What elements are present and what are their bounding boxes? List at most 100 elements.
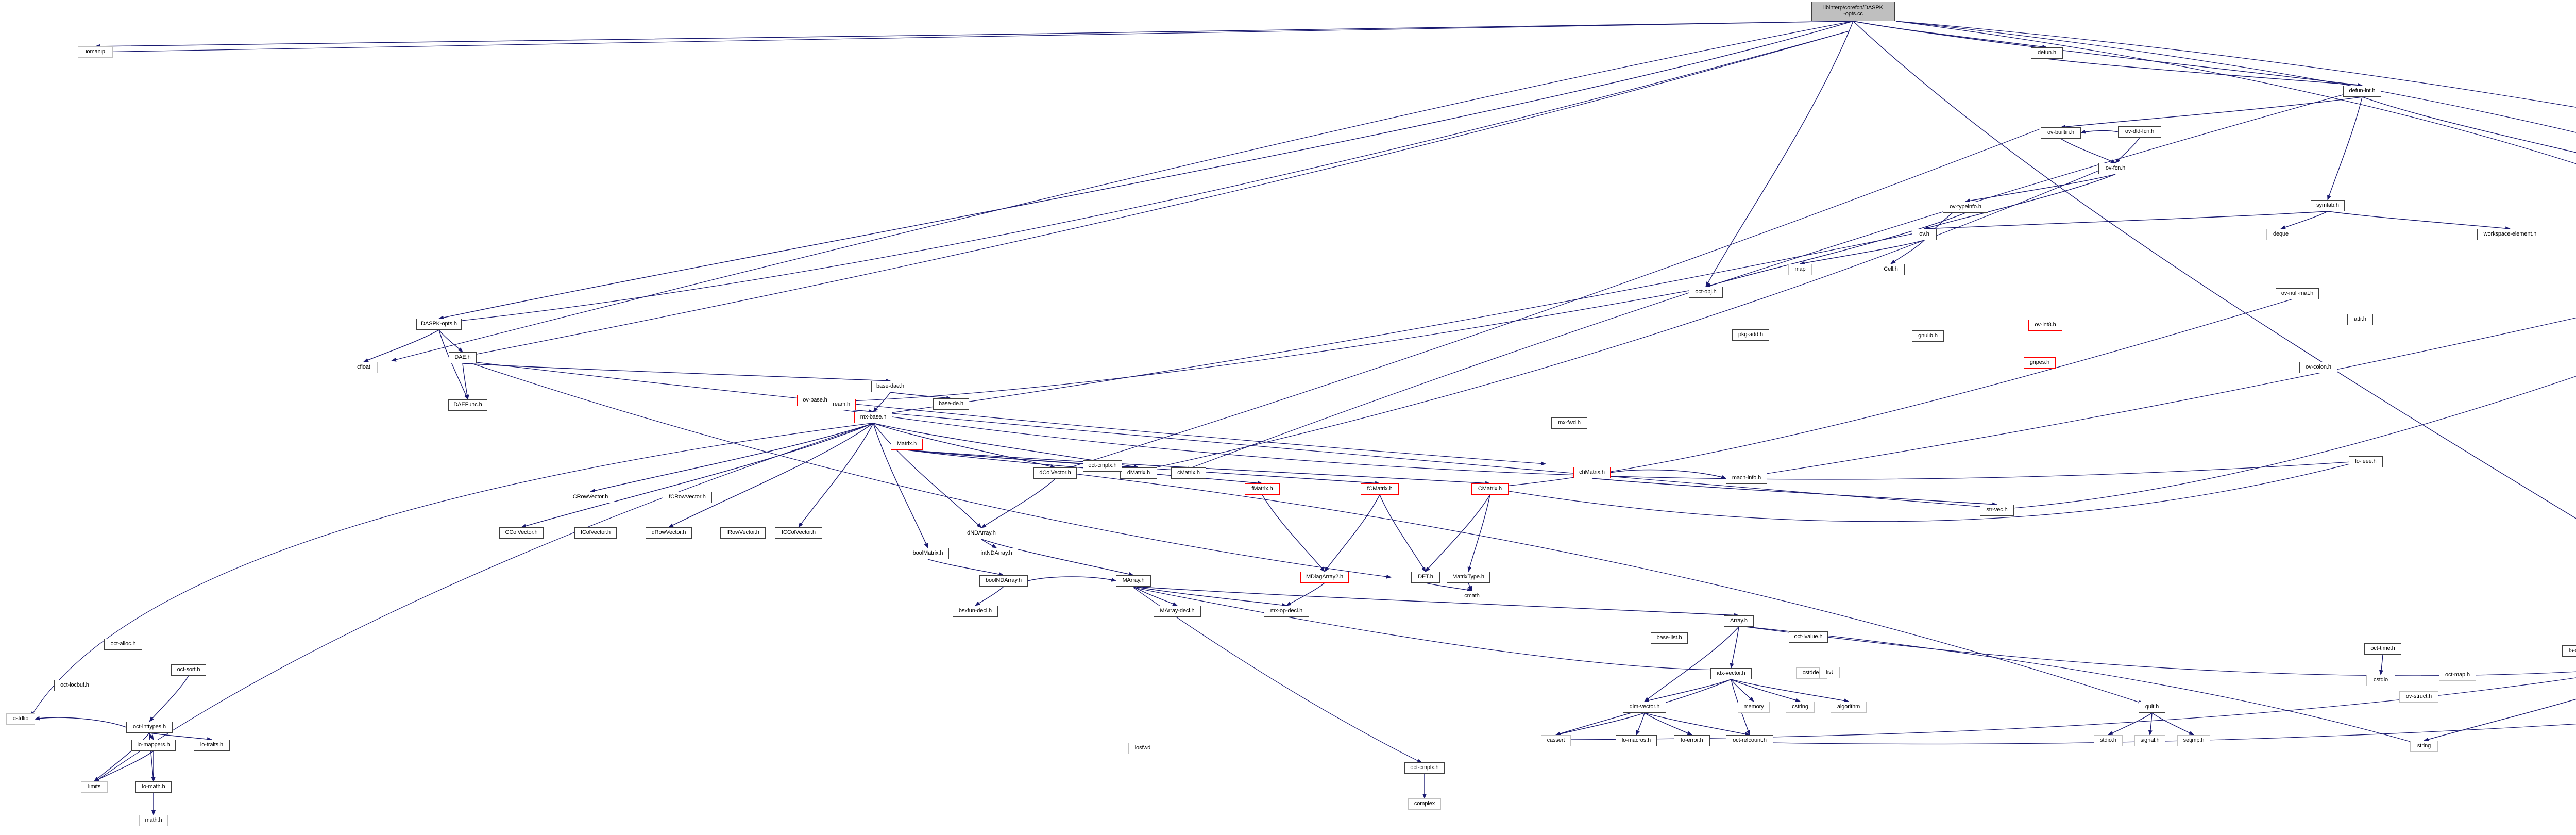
graph-node-DAEFunc[interactable]: DAEFunc.h bbox=[448, 399, 487, 411]
graph-node-ov_typeinfo[interactable]: ov-typeinfo.h bbox=[1943, 202, 1988, 213]
graph-node-memory[interactable]: memory bbox=[1738, 702, 1770, 713]
graph-node-string_std[interactable]: string bbox=[2410, 741, 2438, 752]
graph-node-cstdlib[interactable]: cstdlib bbox=[6, 713, 35, 725]
graph-node-fCColVector[interactable]: fCColVector.h bbox=[775, 527, 822, 539]
graph-node-boolMatrix[interactable]: boolMatrix.h bbox=[907, 548, 949, 559]
graph-node-attr[interactable]: attr.h bbox=[2347, 314, 2373, 325]
graph-node-cMatrix_lbl[interactable]: cMatrix.h bbox=[1171, 467, 1206, 479]
graph-node-oct_time[interactable]: oct-time.h bbox=[2364, 643, 2401, 655]
graph-node-fColVector[interactable]: fColVector.h bbox=[574, 527, 617, 539]
graph-node-fRowVector[interactable]: fRowVector.h bbox=[720, 527, 766, 539]
graph-node-oct_sort[interactable]: oct-sort.h bbox=[171, 664, 206, 676]
graph-node-fMatrix[interactable]: fMatrix.h bbox=[1245, 483, 1280, 495]
graph-node-bsxfun_decl[interactable]: bsxfun-decl.h bbox=[953, 606, 998, 617]
graph-node-cstring[interactable]: cstring bbox=[1786, 702, 1815, 713]
graph-node-cstdio2[interactable]: cstdio bbox=[2366, 675, 2395, 686]
graph-node-chMatrix[interactable]: chMatrix.h bbox=[1573, 467, 1611, 478]
graph-node-fCRowVector[interactable]: fCRowVector.h bbox=[663, 492, 712, 503]
graph-node-MArray[interactable]: MArray.h bbox=[1116, 575, 1151, 587]
graph-node-stdio_h[interactable]: stdio.h bbox=[2094, 735, 2123, 746]
graph-node-CColVector[interactable]: CColVector.h bbox=[499, 527, 544, 539]
graph-node-oct_lvalue[interactable]: oct-lvalue.h bbox=[1789, 631, 1828, 643]
graph-node-ov_base[interactable]: ov-base.h bbox=[797, 395, 833, 406]
graph-node-map[interactable]: map bbox=[1788, 264, 1812, 275]
graph-node-Array_h[interactable]: Array.h bbox=[1724, 615, 1754, 627]
graph-node-oct_locbuf[interactable]: oct-locbuf.h bbox=[54, 680, 95, 691]
graph-node-gripes[interactable]: gripes.h bbox=[2024, 357, 2056, 369]
graph-node-lo_mappers[interactable]: lo-mappers.h bbox=[131, 740, 176, 751]
graph-node-cmath[interactable]: cmath bbox=[1458, 591, 1486, 602]
graph-node-ov_fcn[interactable]: ov-fcn.h bbox=[2098, 163, 2132, 174]
graph-node-dColVector[interactable]: dColVector.h bbox=[1033, 467, 1077, 479]
graph-node-ov_int8[interactable]: ov-int8.h bbox=[2028, 320, 2062, 331]
graph-node-ov_builtin[interactable]: ov-builtin.h bbox=[2041, 127, 2081, 139]
graph-node-oct_alloc[interactable]: oct-alloc.h bbox=[104, 639, 142, 650]
graph-node-mx_base[interactable]: mx-base.h bbox=[854, 412, 892, 423]
graph-edge-arc bbox=[1895, 21, 2576, 164]
graph-node-signal_h[interactable]: signal.h bbox=[2134, 735, 2165, 746]
graph-node-Cell[interactable]: Cell.h bbox=[1877, 264, 1905, 275]
graph-node-cassert[interactable]: cassert bbox=[1541, 735, 1571, 746]
graph-node-ov_null_mat[interactable]: ov-null-mat.h bbox=[2276, 288, 2319, 299]
graph-node-base_de[interactable]: base-de.h bbox=[933, 398, 969, 410]
graph-node-dNDArray[interactable]: dNDArray.h bbox=[961, 528, 1002, 539]
graph-node-DASPK_opts_h[interactable]: DASPK-opts.h bbox=[416, 319, 462, 330]
graph-node-MArray_decl[interactable]: MArray-decl.h bbox=[1154, 606, 1201, 617]
graph-node-lo_traits[interactable]: lo-traits.h bbox=[194, 740, 230, 751]
graph-node-iosfwd[interactable]: iosfwd bbox=[1128, 743, 1157, 754]
graph-node-complex[interactable]: complex bbox=[1408, 798, 1441, 810]
graph-node-symtab[interactable]: symtab.h bbox=[2311, 200, 2345, 211]
graph-node-base_dae[interactable]: base-dae.h bbox=[871, 381, 909, 392]
graph-node-str_vec[interactable]: str-vec.h bbox=[1980, 505, 2014, 516]
graph-node-ov_dld_fcn[interactable]: ov-dld-fcn.h bbox=[2118, 126, 2161, 138]
graph-node-lo_macros[interactable]: lo-macros.h bbox=[1616, 735, 1657, 746]
graph-node-MDiagArray2[interactable]: MDiagArray2.h bbox=[1300, 572, 1349, 583]
graph-node-gnulib_h[interactable]: gnulib.h bbox=[1912, 330, 1944, 342]
graph-node-CMatrix[interactable]: CMatrix.h bbox=[1471, 483, 1509, 495]
graph-node-iomanip[interactable]: iomanip bbox=[78, 46, 113, 58]
graph-node-boolNDArray[interactable]: boolNDArray.h bbox=[979, 575, 1028, 587]
graph-node-oct_cmplx_top[interactable]: oct-cmplx.h bbox=[1083, 460, 1122, 472]
graph-node-ls_oct_bin[interactable]: ls-oct-binary.h bbox=[2562, 645, 2576, 657]
graph-node-limits[interactable]: limits bbox=[81, 781, 108, 793]
graph-node-ov_struct[interactable]: ov-struct.h bbox=[2399, 691, 2438, 703]
graph-node-mx_op_decl[interactable]: mx-op-decl.h bbox=[1264, 606, 1309, 617]
graph-node-workspace_element[interactable]: workspace-element.h bbox=[2477, 229, 2543, 240]
graph-node-dRowVector[interactable]: dRowVector.h bbox=[646, 527, 692, 539]
graph-node-deque[interactable]: deque bbox=[2266, 229, 2295, 240]
graph-node-oct_cmplx[interactable]: oct-cmplx.h bbox=[1404, 762, 1445, 774]
graph-node-fCMatrix[interactable]: fCMatrix.h bbox=[1361, 483, 1399, 495]
graph-node-DET[interactable]: DET.h bbox=[1411, 572, 1440, 583]
graph-node-CRowVector[interactable]: CRowVector.h bbox=[567, 492, 614, 503]
graph-node-root[interactable]: libinterp/corefcn/DASPK -opts.cc bbox=[1811, 2, 1895, 21]
graph-node-mach_info[interactable]: mach-info.h bbox=[1726, 473, 1767, 484]
graph-node-pkg_add[interactable]: pkg-add.h bbox=[1732, 329, 1769, 341]
graph-node-MatrixType[interactable]: MatrixType.h bbox=[1447, 572, 1490, 583]
graph-node-defun[interactable]: defun.h bbox=[2031, 47, 2063, 59]
graph-node-lo_math[interactable]: lo-math.h bbox=[135, 781, 172, 793]
graph-node-algorithm[interactable]: algorithm bbox=[1831, 702, 1867, 713]
graph-node-idx_vector[interactable]: idx-vector.h bbox=[1710, 668, 1752, 679]
graph-node-defun_int[interactable]: defun-int.h bbox=[2343, 86, 2381, 97]
graph-node-dMatrix[interactable]: dMatrix.h bbox=[1120, 467, 1157, 479]
graph-node-list_h[interactable]: list bbox=[1819, 667, 1840, 678]
graph-node-oct_refcount[interactable]: oct-refcount.h bbox=[1726, 735, 1773, 746]
graph-node-setjmp[interactable]: setjmp.h bbox=[2177, 735, 2210, 746]
graph-node-mx_fwd[interactable]: mx-fwd.h bbox=[1551, 417, 1587, 429]
graph-node-oct_inttypes[interactable]: oct-inttypes.h bbox=[126, 722, 173, 733]
graph-edge-arc bbox=[1741, 626, 2576, 676]
graph-node-base_list[interactable]: base-list.h bbox=[1651, 632, 1688, 644]
graph-node-quit[interactable]: quit.h bbox=[2139, 702, 2165, 713]
graph-node-math_h[interactable]: math.h bbox=[139, 815, 168, 826]
graph-node-dim_vector[interactable]: dim-vector.h bbox=[1623, 702, 1666, 713]
graph-node-DAE_h[interactable]: DAE.h bbox=[449, 352, 477, 363]
graph-node-Matrix_h[interactable]: Matrix.h bbox=[891, 439, 923, 450]
graph-node-oct_obj[interactable]: oct-obj.h bbox=[1689, 287, 1723, 298]
graph-node-ov_colon[interactable]: ov-colon.h bbox=[2299, 362, 2337, 373]
graph-node-lo_ieee[interactable]: lo-ieee.h bbox=[2349, 456, 2383, 467]
graph-node-ov[interactable]: ov.h bbox=[1912, 229, 1937, 240]
graph-node-cfloat[interactable]: cfloat bbox=[350, 362, 378, 373]
graph-node-oct_map[interactable]: oct-map.h bbox=[2439, 670, 2476, 681]
graph-node-lo_error[interactable]: lo-error.h bbox=[1674, 735, 1710, 746]
graph-node-intNDArray[interactable]: intNDArray.h bbox=[975, 548, 1018, 559]
